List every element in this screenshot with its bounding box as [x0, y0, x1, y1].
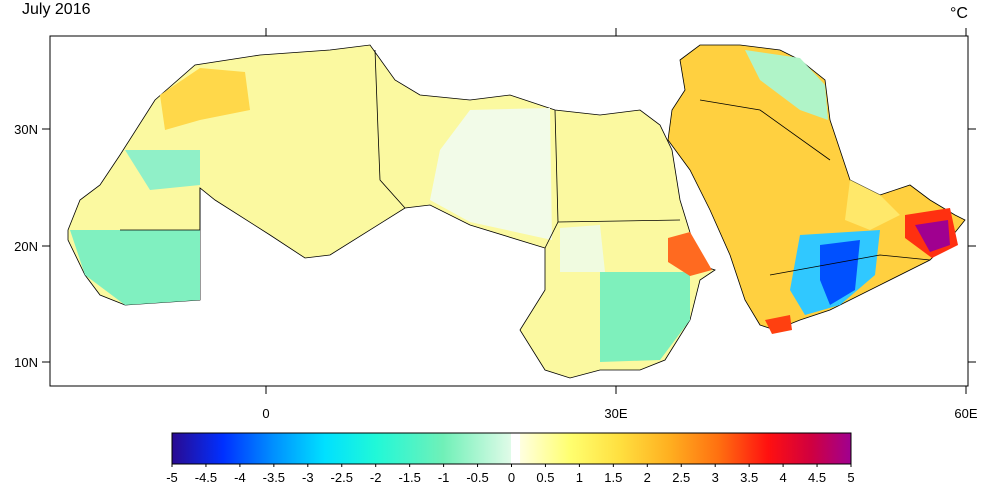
colorbar-label: 5: [847, 470, 854, 485]
colorbar-label: -1.5: [398, 470, 420, 485]
colorbar-label: -5: [166, 470, 178, 485]
lat-label: 10N: [14, 355, 38, 370]
colorbar-label: -4: [234, 470, 246, 485]
frame-ticks: [42, 28, 976, 394]
colorbar-label: 1.5: [604, 470, 622, 485]
land: [67, 44, 966, 379]
colorbar-label: 4: [779, 470, 786, 485]
map-title: July 2016: [22, 1, 91, 18]
colorbar-label: 3.5: [740, 470, 758, 485]
colorbar-label: -4.5: [195, 470, 217, 485]
colorbar-label: -2.5: [331, 470, 353, 485]
colorbar-label: 4.5: [808, 470, 826, 485]
colorbar-label: -3: [302, 470, 314, 485]
unit-label: °C: [950, 5, 968, 22]
lat-label: 30N: [14, 122, 38, 137]
colorbar-label: 2: [644, 470, 651, 485]
colorbar: [171, 432, 852, 465]
colorbar-label: -2: [370, 470, 382, 485]
colorbar-label: -3.5: [263, 470, 285, 485]
lon-label: 0: [262, 406, 269, 421]
lon-label: 60E: [954, 406, 977, 421]
colorbar-label: 0: [508, 470, 515, 485]
map-frame: [49, 35, 969, 387]
lat-label: 20N: [14, 239, 38, 254]
colorbar-label: -0.5: [466, 470, 488, 485]
colorbar-label: 1: [576, 470, 583, 485]
colorbar-label: 3: [712, 470, 719, 485]
colorbar-label: -1: [438, 470, 450, 485]
colorbar-label: 0.5: [536, 470, 554, 485]
colorbar-label: 2.5: [672, 470, 690, 485]
lon-label: 30E: [604, 406, 627, 421]
